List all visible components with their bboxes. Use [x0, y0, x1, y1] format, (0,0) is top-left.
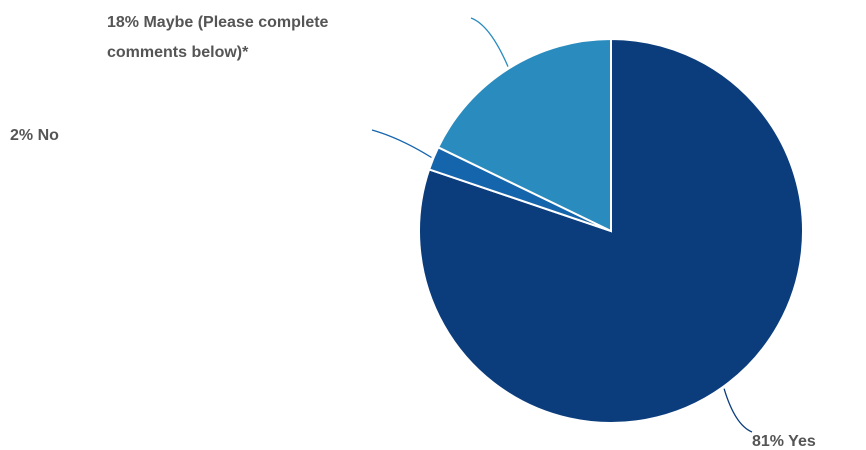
slice-label-yes: 81% Yes [752, 433, 816, 450]
leader-line-no [371, 129, 432, 159]
slice-label-no: 2% No [10, 127, 59, 144]
leader-line-yes [723, 388, 753, 433]
slice-label-maybe-line2: comments below)* [107, 44, 249, 61]
leader-lines [371, 17, 753, 433]
pie-slice-maybe [436, 37, 612, 233]
leader-line-maybe [470, 17, 509, 67]
slice-label-maybe-line1: 18% Maybe (Please complete [107, 14, 329, 31]
pie-slices [418, 37, 804, 424]
